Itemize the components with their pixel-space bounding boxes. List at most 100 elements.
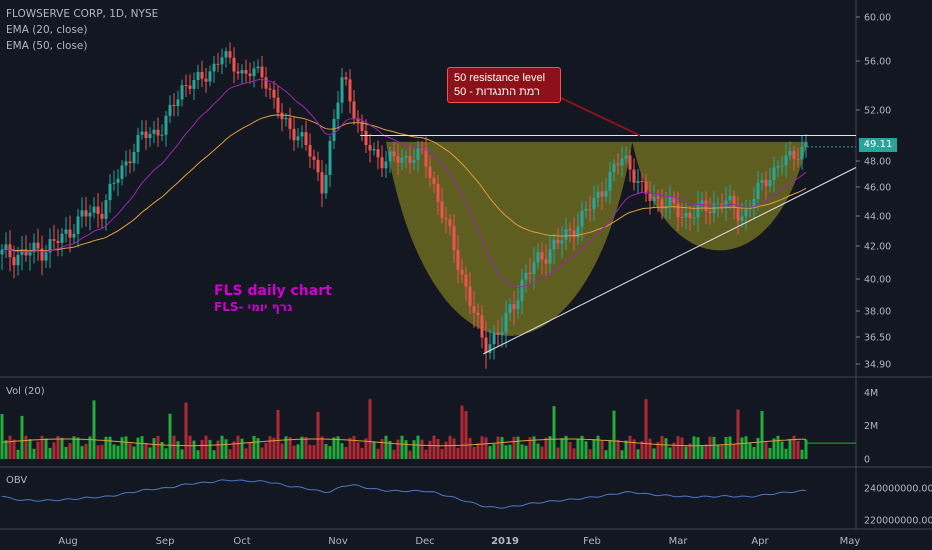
price-candle-body: [204, 78, 208, 82]
volume-bar: [720, 445, 724, 459]
volume-bars: [0, 399, 856, 459]
price-candle-body: [264, 77, 268, 89]
volume-bar: [36, 441, 40, 459]
price-candle-body: [96, 206, 100, 214]
volume-bar: [164, 448, 168, 459]
volume-bar: [672, 442, 676, 459]
price-candle-body: [692, 217, 696, 219]
price-candle-body: [352, 101, 356, 119]
price-candle-body: [624, 155, 628, 159]
volume-bar: [296, 444, 300, 459]
price-candle-body: [408, 155, 412, 163]
price-candle-body: [216, 63, 220, 65]
volume-bar: [144, 442, 148, 459]
volume-bar: [796, 440, 800, 459]
volume-bar: [244, 448, 248, 459]
price-candle-body: [388, 151, 392, 162]
volume-bar: [32, 448, 36, 459]
price-candle-body: [76, 216, 80, 234]
ema20-label: EMA (20, close): [6, 24, 88, 36]
volume-bar: [496, 436, 500, 459]
volume-bar: [168, 413, 172, 459]
price-candle-body: [200, 71, 204, 79]
callout-line2: 50 - רמת התנגדות: [454, 86, 540, 98]
price-candle-body: [492, 332, 496, 345]
volume-bar: [648, 438, 652, 459]
volume-bar: [24, 435, 28, 459]
price-candle-body: [324, 174, 328, 194]
price-candle-body: [588, 209, 592, 211]
price-candle-body: [532, 262, 536, 275]
price-candle-body: [36, 242, 40, 249]
price-candle-body: [584, 209, 588, 211]
volume-bar: [520, 444, 524, 459]
vol-tick-label-2: 4M: [864, 388, 878, 399]
volume-bar: [336, 436, 340, 459]
volume-bar: [604, 450, 608, 459]
price-candle-body: [60, 233, 64, 243]
price-candle-body: [192, 80, 196, 89]
volume-bar: [368, 399, 372, 459]
volume-bar: [568, 442, 572, 459]
price-candle-body: [508, 304, 512, 313]
price-candle-body: [444, 218, 448, 220]
price-candle-body: [384, 161, 388, 169]
volume-bar: [552, 406, 556, 459]
price-candle-body: [156, 129, 160, 136]
volume-bar: [664, 438, 668, 459]
volume-bar: [688, 443, 692, 459]
price-candle-body: [112, 182, 116, 184]
volume-bar: [508, 444, 512, 459]
price-candle-body: [544, 259, 548, 264]
volume-bar: [620, 450, 624, 459]
price-candle-body: [732, 195, 736, 209]
price-candle-body: [688, 212, 692, 218]
volume-bar: [128, 443, 132, 459]
price-candle-body: [580, 210, 584, 227]
volume-bar: [524, 445, 528, 459]
price-candle-body: [380, 157, 384, 169]
price-candle-body: [604, 190, 608, 197]
price-candle-body: [452, 225, 456, 250]
price-candle-body: [512, 304, 516, 310]
fls-annotation: FLS daily chart FLS- גרף יומי: [214, 283, 332, 315]
volume-bar: [680, 437, 684, 459]
price-candle-body: [248, 73, 252, 77]
volume-bar: [44, 438, 48, 459]
price-candle-body: [440, 201, 444, 219]
volume-bar: [92, 400, 96, 459]
volume-bar: [212, 450, 216, 459]
price-candle-body: [308, 145, 312, 157]
volume-bar: [172, 435, 176, 459]
volume-bar: [264, 442, 268, 459]
price-candle-body: [240, 70, 244, 74]
volume-bar: [120, 437, 124, 459]
volume-bar: [684, 446, 688, 459]
volume-bar: [560, 438, 564, 459]
fls-annotation-subtitle: FLS- גרף יומי: [214, 300, 293, 314]
volume-bar: [456, 447, 460, 459]
price-candle-body: [608, 172, 612, 191]
price-candle-body: [708, 211, 712, 214]
volume-bar: [584, 441, 588, 459]
price-candle-body: [528, 272, 532, 275]
price-candle-body: [704, 200, 708, 212]
price-candle-body: [628, 155, 632, 170]
volume-bar: [384, 435, 388, 459]
ema-lines: [1, 78, 807, 289]
volume-bar: [372, 441, 376, 459]
price-candle-body: [792, 150, 796, 159]
price-candle-body: [536, 252, 540, 263]
price-candle-body: [496, 332, 500, 335]
volume-bar: [800, 449, 804, 459]
volume-bar: [328, 446, 332, 459]
price-candle-body: [524, 272, 528, 280]
volume-bar: [728, 436, 732, 459]
volume-bar: [692, 436, 696, 459]
ema50-label: EMA (50, close): [6, 40, 88, 52]
price-candle-body: [184, 85, 188, 87]
price-candle-body: [736, 208, 740, 221]
volume-bar: [16, 449, 20, 459]
price-candle-body: [460, 269, 464, 275]
